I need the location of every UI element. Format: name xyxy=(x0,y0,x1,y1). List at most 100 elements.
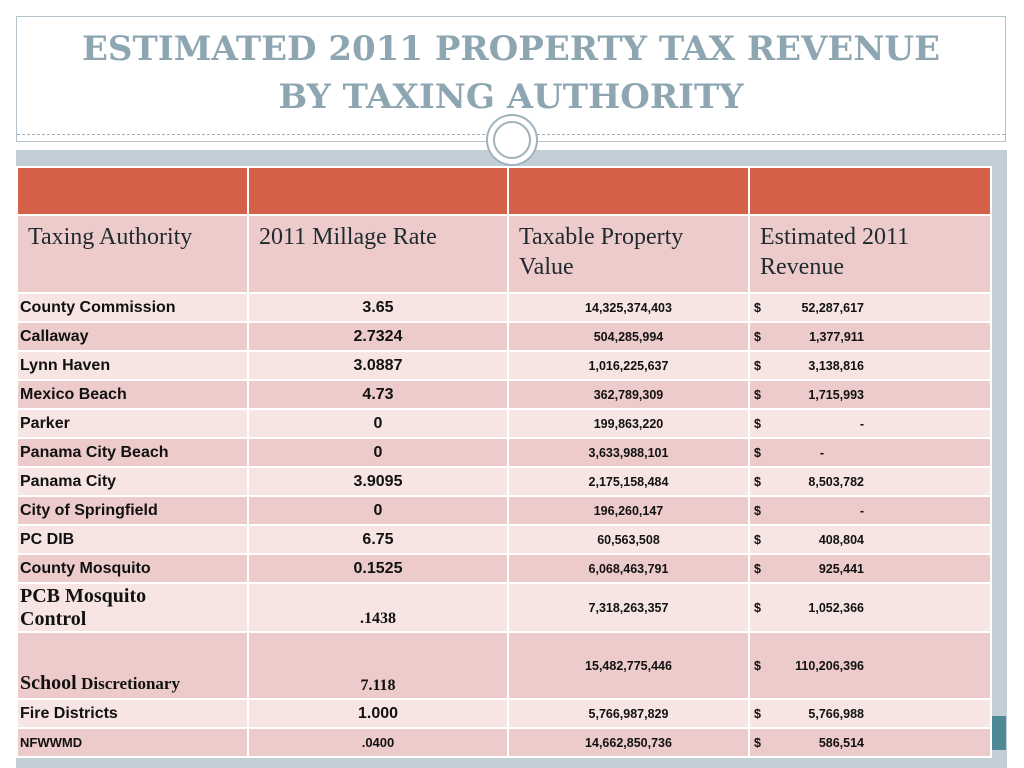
taxable-value: 7,318,263,357 xyxy=(507,582,750,633)
table-row: County Mosquito 0.1525 6,068,463,791 $92… xyxy=(16,553,992,584)
taxable-value: 504,285,994 xyxy=(507,321,750,352)
revenue-cell: $110,206,396 xyxy=(748,631,992,700)
revenue-cell: $8,503,782 xyxy=(748,466,992,497)
revenue-cell: $1,715,993 xyxy=(748,379,992,410)
dollar-sign: $ xyxy=(754,561,761,576)
millage-rate: 1.000 xyxy=(247,698,509,729)
revenue-amount: 3,138,816 xyxy=(808,358,864,373)
taxable-value: 2,175,158,484 xyxy=(507,466,750,497)
revenue-amount: 8,503,782 xyxy=(808,474,864,489)
authority-name: Lynn Haven xyxy=(16,350,249,381)
dollar-sign: $ xyxy=(754,706,761,721)
taxable-value: 5,766,987,829 xyxy=(507,698,750,729)
millage-rate: 0.1525 xyxy=(247,553,509,584)
authority-name: NFWWMD xyxy=(16,727,249,758)
millage-rate: 6.75 xyxy=(247,524,509,555)
millage-rate: 4.73 xyxy=(247,379,509,410)
millage-rate: 0 xyxy=(247,408,509,439)
revenue-amount: 1,052,366 xyxy=(808,600,864,615)
revenue-amount: - xyxy=(859,416,864,431)
millage-rate: .0400 xyxy=(247,727,509,758)
revenue-cell: $ - xyxy=(748,495,992,526)
revenue-cell: $5,766,988 xyxy=(748,698,992,729)
table-row: Callaway 2.7324 504,285,994 $1,377,911 xyxy=(16,321,992,352)
revenue-cell: $925,441 xyxy=(748,553,992,584)
revenue-cell: $1,377,911 xyxy=(748,321,992,352)
page-title: ESTIMATED 2011 PROPERTY TAX REVENUE BY T… xyxy=(17,25,1005,121)
authority-name: Parker xyxy=(16,408,249,439)
taxable-value: 15,482,775,446 xyxy=(507,631,750,700)
taxable-value: 14,662,850,736 xyxy=(507,727,750,758)
revenue-cell: $ - xyxy=(748,408,992,439)
table-row: County Commission 3.65 14,325,374,403 $5… xyxy=(16,292,992,323)
revenue-amount: 925,441 xyxy=(818,561,864,576)
table-row: School Discretionary 7.118 15,482,775,44… xyxy=(16,631,992,700)
dollar-sign: $ xyxy=(754,300,761,315)
taxable-value: 6,068,463,791 xyxy=(507,553,750,584)
tax-revenue-table: Taxing Authority 2011 Millage Rate Taxab… xyxy=(16,166,992,758)
taxable-value: 3,633,988,101 xyxy=(507,437,750,468)
accent-block xyxy=(990,716,1006,750)
dollar-sign: $ xyxy=(754,503,761,518)
authority-name-part-2: Discretionary xyxy=(81,674,180,693)
authority-name: City of Springfield xyxy=(16,495,249,526)
revenue-cell: $3,138,816 xyxy=(748,350,992,381)
table-row: Mexico Beach 4.73 362,789,309 $1,715,993 xyxy=(16,379,992,410)
millage-rate: 7.118 xyxy=(247,631,509,700)
authority-name: Panama City Beach xyxy=(16,437,249,468)
dollar-sign: $ xyxy=(754,600,761,615)
taxable-value: 14,325,374,403 xyxy=(507,292,750,323)
dollar-sign: $ xyxy=(754,658,761,673)
authority-name-line-1: PCB Mosquito xyxy=(20,584,147,607)
millage-rate: 3.65 xyxy=(247,292,509,323)
authority-name-part-1: School xyxy=(20,672,77,694)
authority-name: PCB Mosquito Control xyxy=(16,582,249,633)
revenue-amount: 110,206,396 xyxy=(795,658,864,673)
circle-ornament-icon xyxy=(486,114,538,166)
dollar-sign: $ xyxy=(754,445,761,460)
authority-name: County Commission xyxy=(16,292,249,323)
taxable-value: 196,260,147 xyxy=(507,495,750,526)
millage-rate: 3.0887 xyxy=(247,350,509,381)
table-row: PCB Mosquito Control .1438 7,318,263,357 … xyxy=(16,582,992,633)
column-header: Taxing Authority xyxy=(16,214,249,294)
title-line-2: BY TAXING AUTHORITY xyxy=(278,77,744,117)
dollar-sign: $ xyxy=(754,532,761,547)
millage-rate: 0 xyxy=(247,495,509,526)
revenue-amount: - xyxy=(819,445,824,460)
dollar-sign: $ xyxy=(754,735,761,750)
dollar-sign: $ xyxy=(754,329,761,344)
dollar-sign: $ xyxy=(754,358,761,373)
authority-name: Callaway xyxy=(16,321,249,352)
table-row: Lynn Haven 3.0887 1,016,225,637 $3,138,8… xyxy=(16,350,992,381)
taxable-value: 1,016,225,637 xyxy=(507,350,750,381)
table-row: Panama City 3.9095 2,175,158,484 $8,503,… xyxy=(16,466,992,497)
millage-rate: .1438 xyxy=(247,582,509,633)
revenue-amount: 1,377,911 xyxy=(809,329,864,344)
table-row: Parker 0 199,863,220 $ - xyxy=(16,408,992,439)
revenue-amount: 408,804 xyxy=(818,532,864,547)
table-row: PC DIB 6.75 60,563,508 $408,804 xyxy=(16,524,992,555)
revenue-cell: $408,804 xyxy=(748,524,992,555)
table-header-row: Taxing Authority 2011 Millage Rate Taxab… xyxy=(16,214,992,294)
dollar-sign: $ xyxy=(754,387,761,402)
revenue-amount: 5,766,988 xyxy=(808,706,864,721)
taxable-value: 60,563,508 xyxy=(507,524,750,555)
revenue-amount: - xyxy=(859,503,864,518)
dollar-sign: $ xyxy=(754,474,761,489)
millage-rate: 3.9095 xyxy=(247,466,509,497)
authority-name: Mexico Beach xyxy=(16,379,249,410)
revenue-cell: $1,052,366 xyxy=(748,582,992,633)
revenue-amount: 1,715,993 xyxy=(808,387,864,402)
authority-name: PC DIB xyxy=(16,524,249,555)
column-header: 2011 Millage Rate xyxy=(247,214,509,294)
column-header: Estimated 2011 Revenue xyxy=(748,214,992,294)
table-row: Fire Districts 1.000 5,766,987,829 $5,76… xyxy=(16,698,992,729)
column-header: Taxable Property Value xyxy=(507,214,750,294)
authority-name: County Mosquito xyxy=(16,553,249,584)
table-header-band xyxy=(16,166,992,216)
revenue-cell: $586,514 xyxy=(748,727,992,758)
authority-name-line-2: Control xyxy=(20,607,87,630)
taxable-value: 199,863,220 xyxy=(507,408,750,439)
revenue-amount: 586,514 xyxy=(818,735,864,750)
